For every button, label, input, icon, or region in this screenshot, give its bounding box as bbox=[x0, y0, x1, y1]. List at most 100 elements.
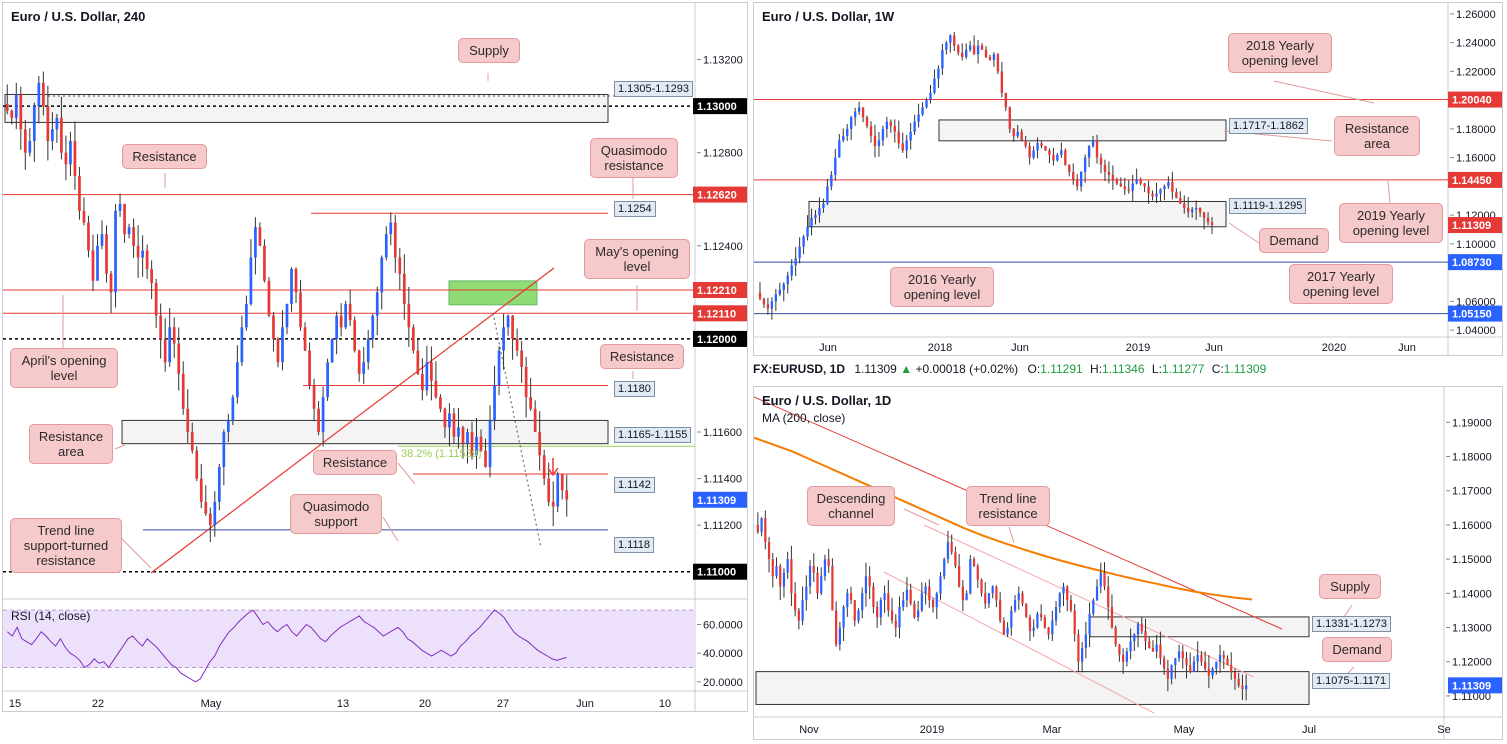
w1-xtick-label: Jun bbox=[1205, 342, 1223, 354]
h4-price-tag-bg bbox=[693, 305, 747, 322]
w1-candle bbox=[1151, 193, 1154, 197]
h4-candle bbox=[231, 397, 235, 421]
w1-candle bbox=[826, 186, 829, 204]
d1-candle bbox=[1092, 600, 1095, 614]
callout-quasimodo-resistance: Quasimodo resistance bbox=[590, 138, 678, 178]
w1-candle bbox=[794, 258, 797, 266]
w1-xtick-label: Jun bbox=[819, 342, 837, 354]
d1-tick-label: 1.14000 bbox=[1452, 588, 1492, 600]
d1-candle bbox=[1118, 644, 1121, 655]
h4-candle bbox=[100, 234, 104, 246]
h4-chart-canvas[interactable]: 1.13200 1.12800 1.12400 1.12000 1.11600 1.114… bbox=[3, 3, 748, 712]
w1-candle bbox=[964, 49, 968, 57]
h4-candle bbox=[524, 366, 528, 398]
h4-callout-pointer bbox=[114, 444, 126, 450]
d1-candle bbox=[1136, 624, 1140, 635]
h4-tick-label: 1.12800 bbox=[703, 148, 743, 160]
h4-zone-box bbox=[4, 93, 609, 123]
h4-candle bbox=[213, 501, 217, 526]
w1-candle bbox=[889, 121, 893, 126]
d1-candle bbox=[887, 593, 890, 611]
callout-trendline: Trend line support-turned resistance bbox=[10, 518, 122, 573]
d1-candle bbox=[838, 627, 841, 645]
d1-candle bbox=[931, 600, 935, 607]
h4-candle bbox=[263, 245, 266, 281]
d1-candle bbox=[920, 593, 923, 611]
w1-chart-panel[interactable]: 1.20040 1.14450 1.08730 1.05150 1.26000 1.240… bbox=[753, 2, 1503, 356]
w1-xtick-label: 2019 bbox=[1126, 342, 1150, 354]
d1-candle bbox=[812, 565, 815, 573]
w1-candle bbox=[766, 304, 770, 309]
d1-candle bbox=[894, 620, 897, 628]
h4-callout-pointer bbox=[397, 462, 416, 485]
d1-candle bbox=[1103, 572, 1106, 587]
d1-channel-upper bbox=[923, 524, 1255, 678]
w1-tick-label: 1.04000 bbox=[1456, 325, 1496, 337]
h4-candle bbox=[23, 129, 27, 153]
d1-candle bbox=[1241, 685, 1244, 690]
h4-candle bbox=[506, 315, 510, 328]
w1-candle bbox=[941, 49, 944, 69]
w1-candle bbox=[1072, 172, 1075, 180]
d1-candle bbox=[820, 576, 823, 594]
h4-xtick-label: May bbox=[201, 698, 222, 710]
w1-chart-canvas[interactable]: 1.20040 1.14450 1.08730 1.05150 1.26000 1.240… bbox=[754, 3, 1503, 356]
w1-candle bbox=[996, 54, 1000, 72]
h4-candle bbox=[452, 413, 456, 437]
h4-xtick-label: Jun bbox=[576, 698, 594, 710]
h4-candle bbox=[41, 82, 45, 107]
w1-candle bbox=[976, 45, 980, 55]
d1-candle bbox=[1013, 600, 1017, 611]
w1-candle bbox=[1171, 182, 1174, 193]
h4-candle bbox=[366, 338, 370, 363]
h4-candle bbox=[330, 338, 334, 363]
h4-candle bbox=[64, 152, 68, 165]
w1-candle bbox=[921, 107, 924, 115]
d1-chart-title: Euro / U.S. Dollar, 1D bbox=[762, 393, 892, 408]
d1-candle bbox=[1006, 627, 1009, 635]
w1-callout-pointer bbox=[1228, 222, 1260, 244]
h4-candle bbox=[55, 117, 59, 130]
d1-chart-panel[interactable]: 1.19000 1.18000 1.17000 1.16000 1.15000 1.140… bbox=[753, 386, 1503, 740]
d1-candle bbox=[831, 565, 834, 611]
w1-candle bbox=[857, 107, 861, 112]
d1-candle bbox=[1025, 603, 1028, 618]
h4-candle bbox=[186, 408, 190, 433]
w1-candle bbox=[758, 292, 762, 299]
h4-candle bbox=[393, 222, 397, 258]
w1-candle bbox=[1183, 203, 1186, 208]
d1-candle bbox=[1211, 668, 1214, 676]
d1-candle bbox=[1170, 665, 1173, 679]
w1-candle bbox=[1210, 222, 1214, 226]
h4-chart-panel[interactable]: 1.13200 1.12800 1.12400 1.12000 1.11600 1.114… bbox=[2, 2, 748, 712]
w1-candle bbox=[901, 143, 904, 151]
w1-candle bbox=[1206, 218, 1210, 223]
d1-candle bbox=[984, 593, 987, 604]
d1-candle bbox=[1185, 658, 1188, 666]
callout-resistance-area-w1: Resistance area bbox=[1334, 116, 1420, 156]
zone-label-d1-supply: 1.1331-1.1273 bbox=[1312, 616, 1391, 632]
d1-candle bbox=[972, 559, 976, 566]
d1-chart-canvas[interactable]: 1.19000 1.18000 1.17000 1.16000 1.15000 1.140… bbox=[754, 387, 1503, 740]
h4-price-tag-bg bbox=[693, 330, 747, 347]
d1-candle bbox=[1245, 685, 1248, 690]
w1-candle bbox=[770, 301, 774, 309]
w1-candle bbox=[1008, 107, 1011, 129]
d1-xtick-label: 2019 bbox=[920, 724, 944, 736]
w1-candle bbox=[873, 136, 877, 147]
d1-candle bbox=[1073, 610, 1076, 635]
w1-candle bbox=[1111, 174, 1115, 180]
h4-candle bbox=[362, 362, 366, 374]
w1-candle bbox=[953, 35, 956, 46]
d1-candle bbox=[961, 586, 964, 601]
w1-tick-label: 1.16000 bbox=[1456, 153, 1496, 165]
h4-candle bbox=[87, 222, 90, 251]
h4-green-zone bbox=[448, 280, 538, 306]
h4-candle bbox=[308, 350, 311, 386]
callout-supply-d1: Supply bbox=[1319, 574, 1381, 599]
d1-candle bbox=[1140, 624, 1143, 631]
d1-candle bbox=[1177, 651, 1181, 659]
d1-candle bbox=[1099, 572, 1102, 587]
h4-candle bbox=[82, 210, 86, 223]
w1-candle bbox=[1004, 92, 1008, 108]
